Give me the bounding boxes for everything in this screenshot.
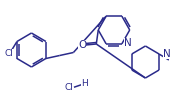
Text: Cl: Cl	[64, 83, 73, 92]
Text: Cl: Cl	[5, 49, 14, 58]
Text: O: O	[78, 40, 86, 50]
Text: H: H	[81, 80, 88, 88]
Text: N: N	[124, 38, 132, 48]
Text: N: N	[163, 49, 171, 59]
